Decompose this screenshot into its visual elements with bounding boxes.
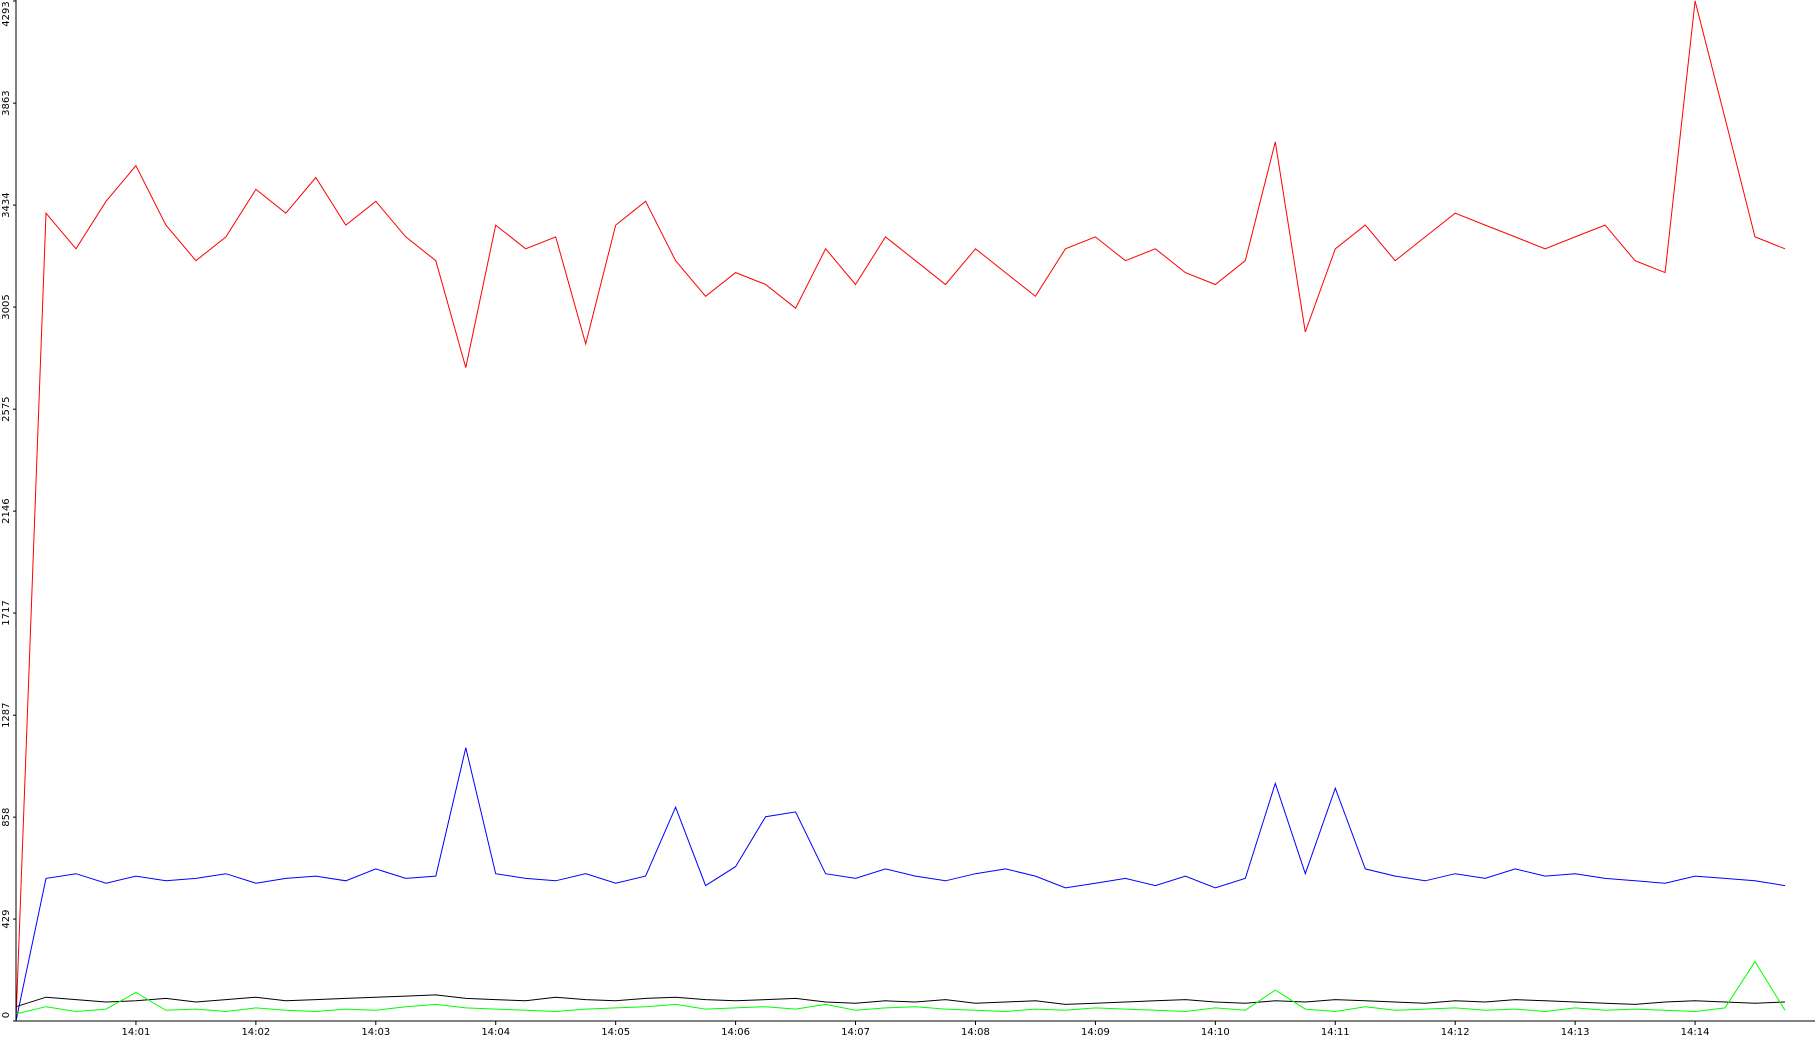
- y-tick-label: 0: [1, 1012, 12, 1018]
- y-tick-label: 1287: [1, 702, 12, 727]
- x-tick-label: 14:14: [1681, 1027, 1710, 1038]
- x-tick-label: 14:11: [1321, 1027, 1350, 1038]
- x-tick-label: 14:06: [721, 1027, 750, 1038]
- x-tick-label: 14:05: [601, 1027, 630, 1038]
- x-tick-label: 14:03: [361, 1027, 390, 1038]
- x-tick-label: 14:13: [1561, 1027, 1590, 1038]
- x-tick-label: 14:12: [1441, 1027, 1470, 1038]
- y-tick-label: 4293: [1, 1, 12, 26]
- x-tick-label: 14:08: [961, 1027, 990, 1038]
- y-tick-label: 2575: [1, 396, 12, 421]
- x-tick-label: 14:07: [841, 1027, 870, 1038]
- y-tick-label: 858: [1, 808, 12, 827]
- series-line: [15, 0, 1786, 1022]
- y-tick-label: 3863: [1, 90, 12, 115]
- x-tick-label: 14:01: [122, 1027, 151, 1038]
- x-tick-label: 14:09: [1081, 1027, 1110, 1038]
- x-tick-label: 14:04: [481, 1027, 510, 1038]
- x-tick-label: 14:02: [241, 1027, 270, 1038]
- y-tick-label: 1717: [1, 600, 12, 625]
- y-tick-label: 3434: [1, 192, 12, 217]
- series-line: [15, 747, 1786, 1022]
- y-tick-label: 3005: [1, 294, 12, 319]
- series-line: [15, 960, 1786, 1015]
- series-line: [15, 994, 1786, 1008]
- y-tick-label: 429: [1, 910, 12, 929]
- y-tick-label: 2146: [1, 498, 12, 523]
- x-tick-label: 14:10: [1201, 1027, 1230, 1038]
